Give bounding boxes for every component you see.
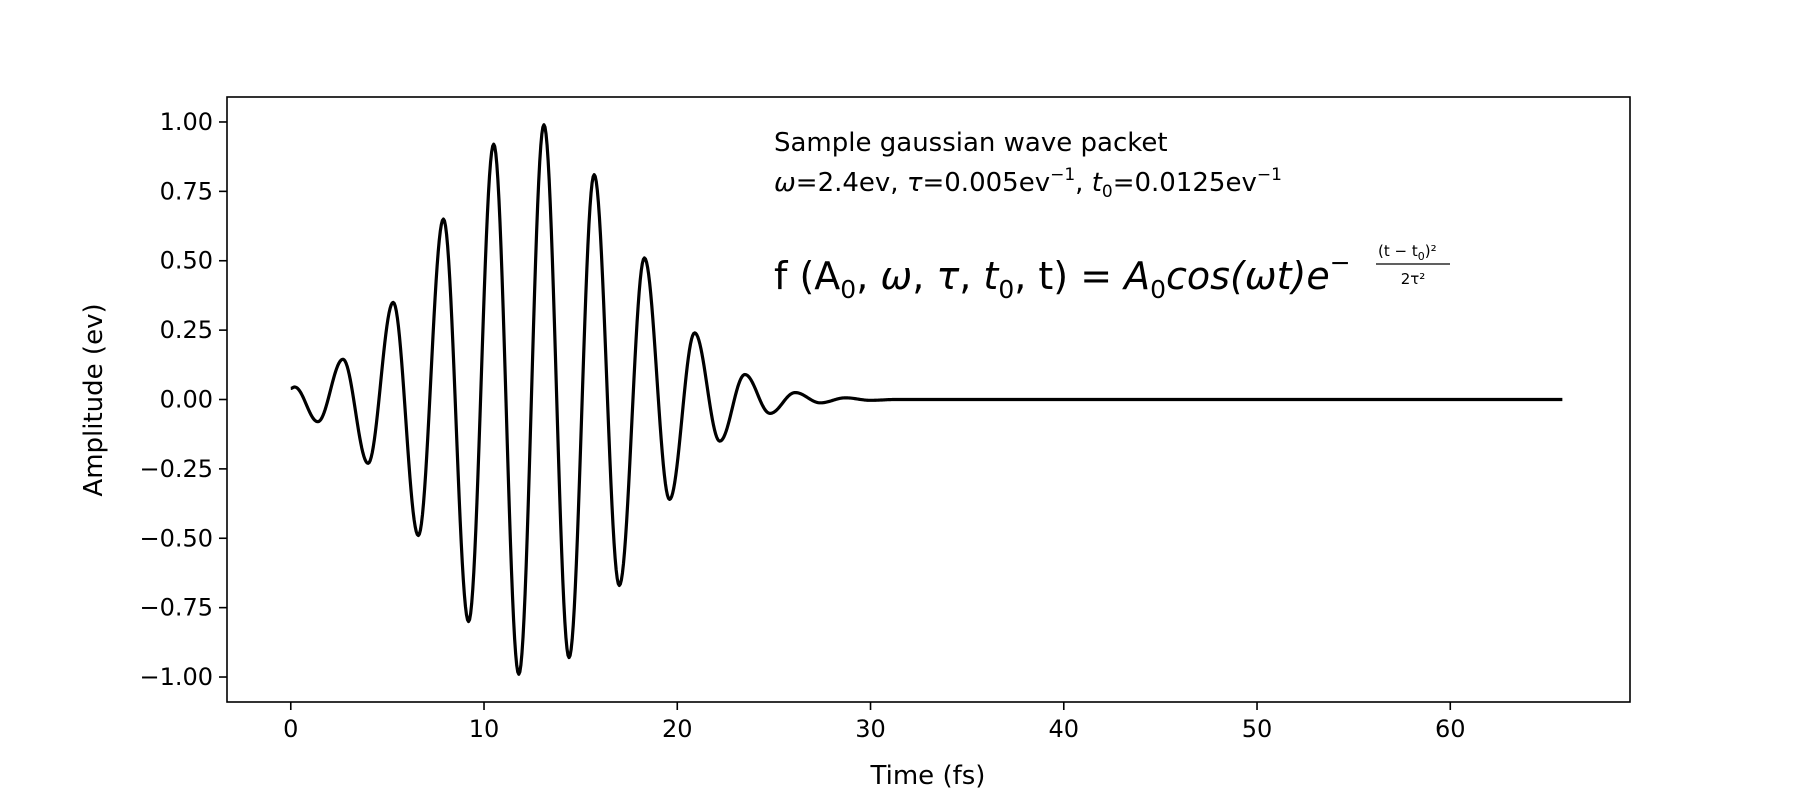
y-tick-label: 0.75 (160, 177, 213, 205)
exp-num-end: )² (1425, 242, 1437, 260)
x-axis-ticks: 0 10 20 30 40 50 60 (283, 702, 1466, 743)
x-tick-label: 50 (1242, 715, 1273, 743)
param-omega-value: =2.4ev, (796, 168, 907, 198)
param-tau-exponent: −1 (1050, 165, 1075, 185)
y-tick-label: 0.50 (160, 247, 213, 275)
y-tick-label: −0.25 (139, 455, 213, 483)
param-t0-subscript: 0 (1102, 182, 1113, 202)
y-tick-label: −1.00 (139, 663, 213, 691)
formula-exp-minus: − (1330, 248, 1351, 277)
y-tick-label: 0.25 (160, 316, 213, 344)
annotation-parameters: ω=2.4ev, τ=0.005ev−1, t0=0.0125ev−1 (774, 165, 1282, 202)
y-tick-label: −0.75 (139, 594, 213, 622)
x-tick-label: 40 (1049, 715, 1080, 743)
formula-lhs-sep2: , (912, 254, 936, 298)
x-tick-label: 20 (662, 715, 693, 743)
formula-lhs-sep1: , (856, 254, 880, 298)
exp-num-sub: 0 (1418, 250, 1425, 263)
series-layer (289, 123, 1563, 676)
formula-rhs-cos: cos(ωt)e (1166, 254, 1330, 298)
formula-lhs-end: , t) = (1014, 254, 1124, 298)
y-axis-ticks: 1.00 0.75 0.50 0.25 0.00 −0.25 −0.50 −0.75 −1.00 (139, 108, 227, 691)
exp-num-main: (t − t (1378, 242, 1418, 260)
formula-lhs-omega: ω (880, 254, 912, 298)
wave-packet-line (289, 123, 1563, 676)
y-tick-label: −0.50 (139, 524, 213, 552)
x-tick-label: 10 (469, 715, 500, 743)
y-tick-label: 1.00 (160, 108, 213, 136)
y-axis-title: Amplitude (ev) (79, 303, 109, 496)
formula-lhs-f: f (A (774, 254, 840, 298)
formula-rhs-a: A (1121, 254, 1150, 298)
formula-exp-denominator: 2τ² (1401, 270, 1426, 288)
x-tick-label: 60 (1435, 715, 1466, 743)
formula-exp-numerator: (t − t0)² (1378, 242, 1437, 263)
formula-lhs-tau: τ (936, 254, 960, 298)
param-tau-symbol: τ (907, 168, 923, 198)
annotation-formula: f (A0, ω, τ, t0, t) = A0cos(ωt)e− (774, 248, 1351, 304)
param-separator: , (1075, 168, 1092, 198)
formula-lhs-t0-sub: 0 (998, 275, 1014, 304)
y-tick-label: 0.00 (160, 386, 213, 414)
param-t0-value: =0.0125ev (1113, 168, 1257, 198)
formula-rhs-a0-sub: 0 (1150, 275, 1166, 304)
x-axis-title: Time (fs) (870, 761, 986, 791)
x-tick-label: 30 (855, 715, 886, 743)
formula-lhs-t0: t (983, 254, 1000, 298)
param-omega-symbol: ω (774, 168, 796, 198)
formula-lhs-sep3: , (959, 254, 983, 298)
param-t0-symbol: t (1092, 168, 1103, 198)
annotation-title: Sample gaussian wave packet (774, 128, 1168, 158)
x-tick-label: 0 (283, 715, 298, 743)
formula-lhs-a0-sub: 0 (840, 275, 856, 304)
param-tau-value: =0.005ev (922, 168, 1050, 198)
param-t0-exponent: −1 (1257, 165, 1282, 185)
